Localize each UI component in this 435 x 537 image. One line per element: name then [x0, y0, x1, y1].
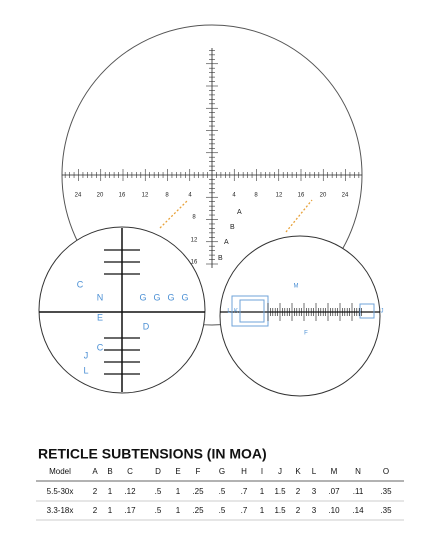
table-header: K: [295, 467, 301, 476]
table-cell: 1: [260, 487, 265, 496]
scale-label: 8: [165, 193, 169, 199]
scale-label: 12: [142, 193, 149, 199]
scale-label: 8: [192, 215, 196, 221]
side-label: B: [218, 255, 223, 262]
scale-label: 8: [254, 193, 258, 199]
table-cell: 1: [108, 506, 113, 515]
table-cell: .14: [352, 506, 364, 515]
scale-label: 4: [232, 193, 236, 199]
blue-box: [359, 303, 375, 319]
table-cell: 3: [312, 487, 317, 496]
table-header: D: [155, 467, 161, 476]
table-cell: .35: [380, 487, 392, 496]
callout-arrow: [285, 199, 313, 233]
detail-label: N: [97, 292, 104, 302]
table-header: A: [92, 467, 98, 476]
table-cell: 3.3-18x: [47, 506, 74, 515]
table-header: O: [383, 467, 389, 476]
detail-label: C: [97, 342, 104, 352]
detail-right: [219, 235, 381, 397]
side-label: A: [224, 239, 229, 246]
detail-label: L: [83, 365, 88, 375]
side-label: A: [237, 209, 242, 216]
table-cell: .7: [241, 487, 248, 496]
detail-label: M: [294, 284, 299, 290]
table-header: L: [312, 467, 317, 476]
table-cell: 2: [296, 487, 301, 496]
table-header: G: [219, 467, 225, 476]
table-cell: .5: [219, 487, 226, 496]
detail-label: K: [234, 309, 238, 315]
table-cell: 1: [176, 506, 181, 515]
scale-label: 12: [191, 238, 198, 244]
detail-label: J: [381, 309, 384, 315]
table-cell: .5: [155, 487, 162, 496]
table-cell: 2: [296, 506, 301, 515]
scale-label: 24: [342, 193, 349, 199]
scale-label: 20: [320, 193, 327, 199]
table-header: E: [175, 467, 180, 476]
side-label: B: [230, 224, 235, 231]
reticle-art: [38, 24, 381, 397]
table-cell: 1: [108, 487, 113, 496]
table-cell: .25: [192, 506, 204, 515]
scale-label: 4: [188, 193, 192, 199]
scale-label: 12: [276, 193, 283, 199]
table-cell: 2: [93, 506, 98, 515]
table-cell: .17: [124, 506, 136, 515]
table-title: RETICLE SUBTENSIONS (IN MOA): [38, 446, 267, 462]
table-cell: 1: [260, 506, 265, 515]
detail-label: G: [139, 292, 146, 302]
scale-label: 16: [298, 193, 305, 199]
detail-label: J: [84, 350, 89, 360]
detail-label: D: [143, 321, 150, 331]
scale-label: 16: [119, 193, 126, 199]
table-cell: 2: [93, 487, 98, 496]
table-cell: .5: [219, 506, 226, 515]
detail-label: G: [153, 292, 160, 302]
table-cell: .07: [328, 487, 340, 496]
table-header: B: [107, 467, 112, 476]
table-header: C: [127, 467, 133, 476]
table-cell: .35: [380, 506, 392, 515]
table-header: I: [261, 467, 263, 476]
scale-label: 16: [191, 260, 198, 266]
table-cell: .10: [328, 506, 340, 515]
table-header: Model: [49, 467, 71, 476]
blue-box: [239, 299, 265, 323]
table-cell: .5: [155, 506, 162, 515]
table-cell: .25: [192, 487, 204, 496]
detail-label: G: [167, 292, 174, 302]
table-cell: 3: [312, 506, 317, 515]
table-header: H: [241, 467, 247, 476]
table-cell: 5.5-30x: [47, 487, 74, 496]
scale-label: 24: [75, 193, 82, 199]
table-cell: .7: [241, 506, 248, 515]
table-cell: 1.5: [274, 487, 286, 496]
table-cell: 1: [176, 487, 181, 496]
table-cell: .12: [124, 487, 136, 496]
detail-label: F: [304, 331, 308, 337]
detail-label: L: [227, 309, 231, 315]
table-cell: 1.5: [274, 506, 286, 515]
callout-arrow: [159, 199, 189, 229]
scale-label: 20: [97, 193, 104, 199]
table-header: M: [331, 467, 338, 476]
detail-label: G: [181, 292, 188, 302]
detail-label: C: [77, 279, 84, 289]
detail-label: E: [97, 312, 103, 322]
table-header: N: [355, 467, 361, 476]
table-cell: .11: [353, 487, 364, 496]
table-header: F: [196, 467, 201, 476]
table-header: J: [278, 467, 282, 476]
